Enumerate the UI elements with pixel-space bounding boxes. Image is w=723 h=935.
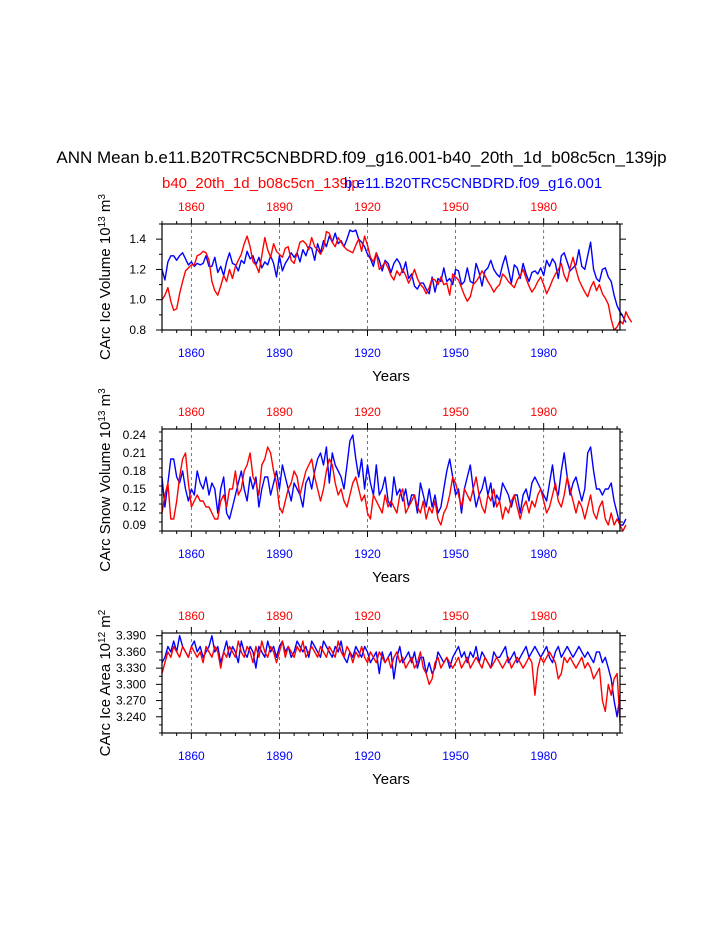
chart-3-ytick-label: 3.300 [116,677,146,691]
chart-3-ytick-label: 3.390 [116,629,146,643]
chart-2-xtick-label-top: 1950 [442,405,469,419]
chart-1-xtick-label-bottom: 1950 [442,346,469,360]
chart-1-ylabel: CArc Ice Volume 1013 m3 [97,194,115,360]
chart-2-xtick-label-top: 1890 [266,405,293,419]
legend-label-red-series: b40_20th_1d_b08c5cn_139jp [162,175,360,192]
chart-3-xtick-label-bottom: 1980 [530,749,557,763]
chart-3-ytick-label: 3.330 [116,661,146,675]
chart-3-xtick-label-bottom: 1950 [442,749,469,763]
chart-1-xtick-label-bottom: 1860 [178,346,205,360]
chart-3-ytick-label: 3.360 [116,645,146,659]
chart-1-xtick-label-top: 1920 [354,200,381,214]
chart-3-xtick-label-bottom: 1920 [354,749,381,763]
chart-3-xtick-label-bottom: 1890 [266,749,293,763]
chart-2-xtick-label-bottom: 1980 [530,547,557,561]
chart-2-ytick-label: 0.24 [123,428,147,442]
chart-3-ytick-label: 3.270 [116,694,146,708]
chart-2-xtick-label-bottom: 1920 [354,547,381,561]
chart-2-xtick-label-bottom: 1890 [266,547,293,561]
chart-1-xtick-label-bottom: 1920 [354,346,381,360]
chart-3-ytick-label: 3.240 [116,710,146,724]
chart-3-xtick-label-top: 1920 [354,609,381,623]
chart-2-series-blue [161,434,627,526]
chart-1-ytick-label: 0.8 [129,323,146,337]
chart-3-frame [161,632,621,734]
chart-1-ytick-label: 1.0 [129,293,146,307]
chart-2-xlabel: Years [372,569,410,586]
chart-1-frame [161,223,621,331]
chart-2-xtick-label-top: 1920 [354,405,381,419]
chart-3: 1860 1860 1890 1890 1920 1920 1950 1950 1980 1980… [97,609,626,788]
chart-3-xtick-label-top: 1950 [442,609,469,623]
chart-2-ytick-label: 0.18 [123,464,147,478]
chart-3-xtick-label-top: 1980 [530,609,557,623]
chart-2-ylabel: CArc Snow Volume 1013 m3 [97,388,115,572]
chart-1-xtick-label-top: 1860 [178,200,205,214]
chart-1: 1860 1860 1890 1890 1920 1920 1950 1950 1980 1980… [97,194,633,385]
chart-3-xtick-label-bottom: 1860 [178,749,205,763]
chart-1-xtick-label-top: 1890 [266,200,293,214]
chart-2-ytick-label: 0.15 [123,482,147,496]
chart-2-xtick-label-bottom: 1860 [178,547,205,561]
chart-2-xtick-label-top: 1980 [530,405,557,419]
chart-2-frame [161,428,621,532]
chart-1-xlabel: Years [372,368,410,385]
chart-1-xtick-label-top: 1950 [442,200,469,214]
chart-1-series-blue [161,229,627,323]
chart-2-ytick-label: 0.21 [123,446,147,460]
chart-2-xtick-label-top: 1860 [178,405,205,419]
chart-2-series-red [161,446,627,532]
chart-1-series-red [161,230,633,331]
chart-2-xtick-label-bottom: 1950 [442,547,469,561]
page-title: ANN Mean b.e11.B20TRC5CNBDRD.f09_g16.001… [56,148,667,167]
chart-2-ytick-label: 0.09 [123,518,147,532]
chart-3-xtick-label-top: 1860 [178,609,205,623]
chart-3-series-blue [161,635,621,718]
legend-label-blue-series: b.e11.B20TRC5CNBDRD.f09_g16.001 [344,175,603,192]
chart-3-series-red [161,640,621,723]
chart-2: 1860 1860 1890 1890 1920 1920 1950 1950 1980 1980… [97,388,627,586]
chart-1-ytick-label: 1.4 [129,232,146,246]
chart-3-ylabel: CArc Ice Area 1012 m2 [97,609,115,756]
chart-1-xtick-label-top: 1980 [530,200,557,214]
chart-1-xtick-label-bottom: 1890 [266,346,293,360]
chart-3-xtick-label-top: 1890 [266,609,293,623]
chart-1-ytick-label: 1.2 [129,262,146,276]
chart-1-xtick-label-bottom: 1980 [530,346,557,360]
chart-2-ytick-label: 0.12 [123,500,147,514]
chart-3-xlabel: Years [372,771,410,788]
